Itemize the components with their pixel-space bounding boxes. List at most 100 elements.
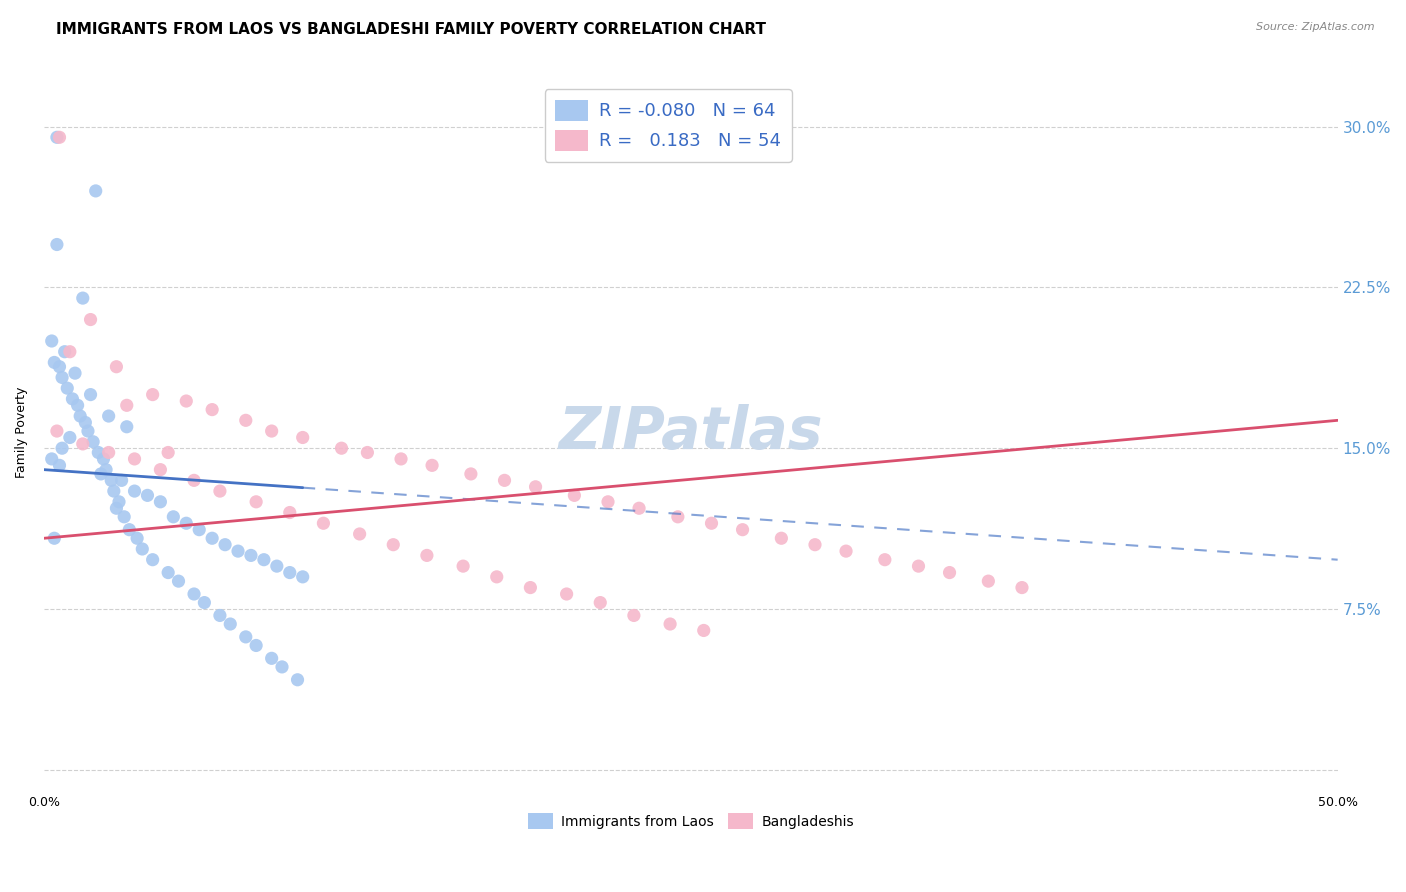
Point — [59, 430, 82, 444]
Point — [731, 523, 754, 537]
Point — [356, 445, 378, 459]
Point — [62, 392, 84, 406]
Point — [51, 441, 73, 455]
Point — [136, 488, 159, 502]
Point — [45, 424, 67, 438]
Point — [214, 538, 236, 552]
Point — [226, 544, 249, 558]
Y-axis label: Family Poverty: Family Poverty — [15, 386, 28, 478]
Point — [659, 617, 682, 632]
Point — [100, 474, 122, 488]
Point — [389, 451, 412, 466]
Point — [693, 624, 716, 638]
Text: ZIPatlas: ZIPatlas — [558, 403, 823, 460]
Point — [84, 184, 107, 198]
Point — [90, 467, 112, 481]
Point — [48, 359, 70, 374]
Point — [873, 552, 896, 566]
Point — [48, 458, 70, 473]
Point — [131, 541, 153, 556]
Point — [420, 458, 443, 473]
Point — [977, 574, 1000, 589]
Point — [494, 474, 516, 488]
Point — [142, 387, 165, 401]
Point — [112, 509, 135, 524]
Point — [41, 334, 63, 348]
Point — [245, 495, 267, 509]
Point — [77, 424, 100, 438]
Point — [183, 474, 205, 488]
Point — [79, 387, 101, 401]
Point — [193, 596, 215, 610]
Point — [59, 344, 82, 359]
Point — [108, 495, 131, 509]
Point — [69, 409, 91, 423]
Point — [87, 445, 110, 459]
Point — [700, 516, 723, 531]
Point — [94, 463, 117, 477]
Point — [804, 538, 827, 552]
Point — [330, 441, 353, 455]
Point — [596, 495, 619, 509]
Point — [564, 488, 586, 502]
Point — [208, 608, 231, 623]
Point — [149, 463, 172, 477]
Point — [519, 581, 541, 595]
Point — [201, 402, 224, 417]
Point — [115, 398, 138, 412]
Point — [174, 394, 197, 409]
Point — [485, 570, 508, 584]
Point — [72, 291, 94, 305]
Point — [53, 344, 76, 359]
Point — [103, 484, 125, 499]
Point — [162, 509, 184, 524]
Point — [157, 566, 180, 580]
Point — [93, 451, 115, 466]
Point — [110, 474, 132, 488]
Point — [666, 509, 689, 524]
Point — [45, 130, 67, 145]
Point — [835, 544, 858, 558]
Point — [770, 531, 793, 545]
Point — [51, 370, 73, 384]
Point — [75, 416, 97, 430]
Point — [48, 130, 70, 145]
Point — [278, 506, 301, 520]
Point — [291, 570, 314, 584]
Point — [235, 413, 257, 427]
Point — [287, 673, 309, 687]
Point — [555, 587, 578, 601]
Point — [45, 237, 67, 252]
Point — [82, 434, 104, 449]
Point — [127, 531, 149, 545]
Point — [118, 523, 141, 537]
Point — [97, 409, 120, 423]
Point — [124, 484, 146, 499]
Point — [266, 559, 288, 574]
Point — [115, 419, 138, 434]
Point — [460, 467, 482, 481]
Point — [105, 501, 128, 516]
Point — [183, 587, 205, 601]
Point — [382, 538, 405, 552]
Point — [157, 445, 180, 459]
Point — [219, 617, 242, 632]
Point — [416, 549, 439, 563]
Point — [149, 495, 172, 509]
Point — [451, 559, 474, 574]
Point — [907, 559, 929, 574]
Text: IMMIGRANTS FROM LAOS VS BANGLADESHI FAMILY POVERTY CORRELATION CHART: IMMIGRANTS FROM LAOS VS BANGLADESHI FAMI… — [56, 22, 766, 37]
Point — [56, 381, 79, 395]
Point — [208, 484, 231, 499]
Point — [278, 566, 301, 580]
Point — [524, 480, 547, 494]
Text: Source: ZipAtlas.com: Source: ZipAtlas.com — [1257, 22, 1375, 32]
Point — [260, 424, 283, 438]
Point — [245, 639, 267, 653]
Point — [167, 574, 190, 589]
Point — [44, 355, 66, 369]
Point — [623, 608, 645, 623]
Point — [312, 516, 335, 531]
Point — [271, 660, 294, 674]
Point — [97, 445, 120, 459]
